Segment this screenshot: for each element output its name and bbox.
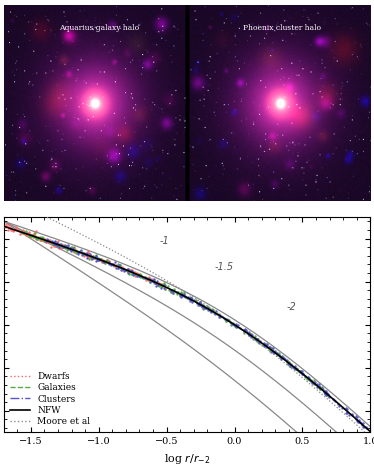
Text: -2: -2 [286, 302, 296, 312]
Text: Aquarius galaxy halo: Aquarius galaxy halo [59, 24, 139, 32]
Text: Phoenix cluster halo: Phoenix cluster halo [243, 24, 321, 32]
X-axis label: log $r/r_{-2}$: log $r/r_{-2}$ [164, 452, 210, 466]
Legend: Dwarfs, Galaxies, Clusters, NFW, Moore et al: Dwarfs, Galaxies, Clusters, NFW, Moore e… [8, 370, 92, 428]
Text: -1: -1 [160, 235, 169, 246]
Text: -1.5: -1.5 [214, 261, 233, 272]
